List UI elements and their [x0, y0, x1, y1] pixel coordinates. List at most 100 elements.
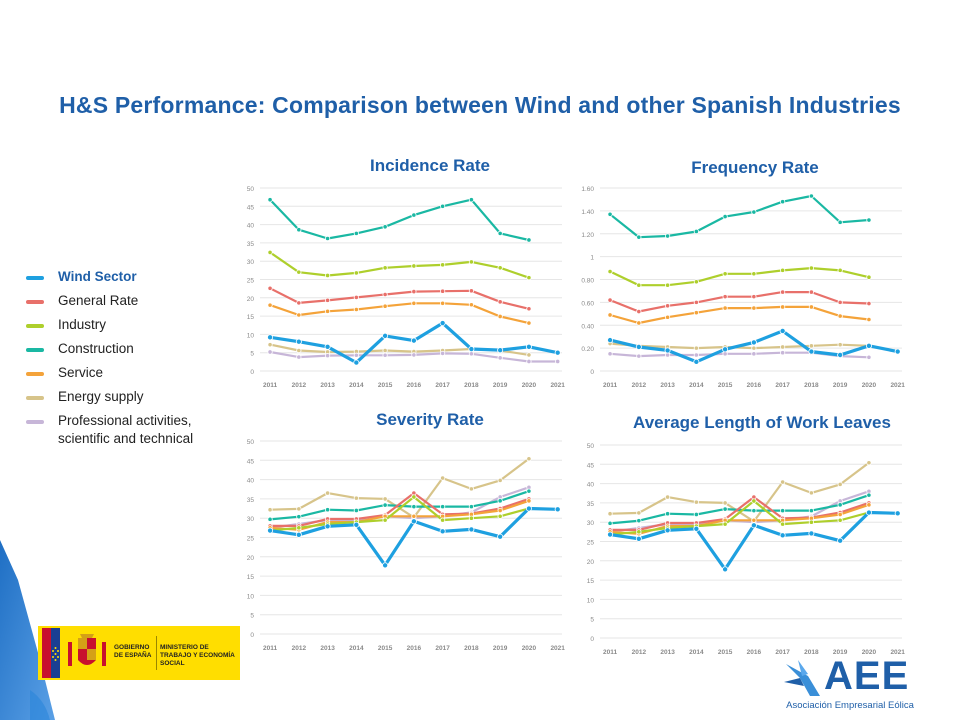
data-point	[808, 490, 814, 496]
data-point	[468, 197, 474, 203]
data-point	[693, 511, 699, 518]
data-point	[837, 481, 843, 487]
data-point	[526, 237, 532, 243]
data-point	[808, 289, 814, 295]
data-point	[808, 304, 814, 310]
y-tick-label: 0	[250, 632, 254, 639]
data-point	[779, 327, 786, 334]
data-point	[267, 516, 273, 522]
y-tick-label: 40	[587, 482, 595, 489]
data-point	[468, 346, 475, 353]
data-point	[722, 271, 728, 277]
x-tick-label: 2013	[660, 649, 675, 656]
legend-label: Energy supply	[58, 389, 144, 404]
x-tick-label: 2021	[550, 645, 565, 652]
data-point	[750, 522, 757, 529]
eu-flag-icon	[42, 628, 60, 678]
y-tick-label: 20	[247, 296, 255, 303]
data-point	[526, 498, 532, 504]
data-point	[468, 288, 474, 294]
y-tick-label: 35	[587, 501, 595, 508]
data-point	[750, 339, 757, 346]
data-point	[411, 263, 417, 269]
y-tick-label: 15	[587, 578, 595, 585]
data-point	[497, 230, 503, 236]
data-point	[693, 345, 699, 351]
incidence-rate-chart: 0 5 10 15 20 25 30 35 40 45 50 2011 2012 2013 2014 2015…	[247, 186, 566, 389]
data-point	[722, 213, 728, 220]
data-point	[722, 506, 728, 512]
data-point	[779, 532, 786, 539]
x-tick-label: 2018	[804, 382, 819, 389]
y-tick-label: 5	[590, 617, 594, 624]
x-tick-label: 2019	[493, 382, 508, 389]
gov-text-1: GOBIERNO DE ESPAÑA	[114, 644, 152, 659]
data-point	[664, 352, 671, 358]
data-point	[664, 233, 671, 239]
series-line	[609, 499, 870, 536]
data-point	[295, 531, 302, 538]
x-tick-label: 2018	[804, 649, 819, 656]
data-point	[267, 285, 273, 291]
data-point	[382, 496, 388, 502]
data-point	[353, 352, 359, 358]
aee-logo: AEE Asociación Empresarial Eólica	[780, 654, 920, 714]
x-tick-label: 2015	[718, 649, 733, 656]
data-point	[497, 265, 503, 271]
data-point	[607, 312, 613, 318]
data-point	[440, 517, 446, 523]
data-point	[866, 300, 872, 307]
x-tick-label: 2014	[689, 382, 704, 389]
x-tick-label: 2012	[292, 645, 307, 652]
y-tick-label: 45	[247, 204, 255, 211]
legend-item-wind: Wind Sector	[24, 268, 234, 292]
data-point	[808, 343, 814, 349]
x-tick-label: 2011	[263, 645, 277, 652]
data-point	[497, 299, 503, 305]
data-point	[554, 506, 561, 513]
data-point	[267, 349, 273, 355]
data-point	[751, 345, 757, 351]
y-tick-label: 0.80	[581, 278, 594, 285]
data-point	[607, 531, 614, 538]
severity-rate-chart: 0 5 10 15 20 25 30 35 40 45 50 2011 2012 2013 2014 2015…	[247, 439, 566, 652]
y-tick-label: 5	[250, 613, 254, 620]
data-point	[267, 334, 274, 341]
x-tick-label: 2014	[349, 645, 364, 652]
x-tick-label: 2018	[464, 382, 479, 389]
data-point	[411, 513, 417, 519]
data-point	[497, 507, 503, 514]
data-point	[837, 511, 843, 518]
data-point	[468, 526, 475, 533]
data-point	[664, 494, 671, 500]
legend-swatch	[26, 276, 44, 280]
y-tick-label: 0.20	[581, 346, 594, 353]
series-line	[609, 291, 870, 313]
data-point	[780, 508, 786, 514]
legend-swatch	[26, 372, 44, 376]
data-point	[353, 495, 359, 501]
data-point	[296, 525, 302, 531]
frequency-rate-chart: 0 0.20 0.40 0.60 0.80 1 1.20 1.40 1.60 2011 2012 20…	[581, 186, 905, 389]
data-point	[837, 299, 843, 305]
data-point	[440, 300, 446, 306]
legend-swatch	[26, 348, 44, 352]
x-tick-label: 2011	[603, 382, 617, 389]
data-point	[693, 279, 699, 285]
chart-title-incidence: Incidence Rate	[370, 156, 490, 175]
data-point	[411, 494, 417, 500]
data-point	[866, 502, 872, 508]
data-point	[636, 529, 642, 535]
x-tick-label: 2017	[775, 649, 790, 656]
y-tick-label: 25	[247, 278, 255, 285]
data-point	[808, 348, 815, 355]
data-point	[382, 562, 389, 569]
x-tick-label: 2019	[493, 645, 508, 652]
data-point	[324, 343, 331, 350]
x-tick-label: 2014	[689, 649, 704, 656]
data-point	[267, 249, 273, 256]
data-point	[411, 288, 417, 295]
data-point	[411, 212, 417, 218]
data-point	[751, 305, 757, 311]
x-tick-label: 2017	[435, 382, 450, 389]
